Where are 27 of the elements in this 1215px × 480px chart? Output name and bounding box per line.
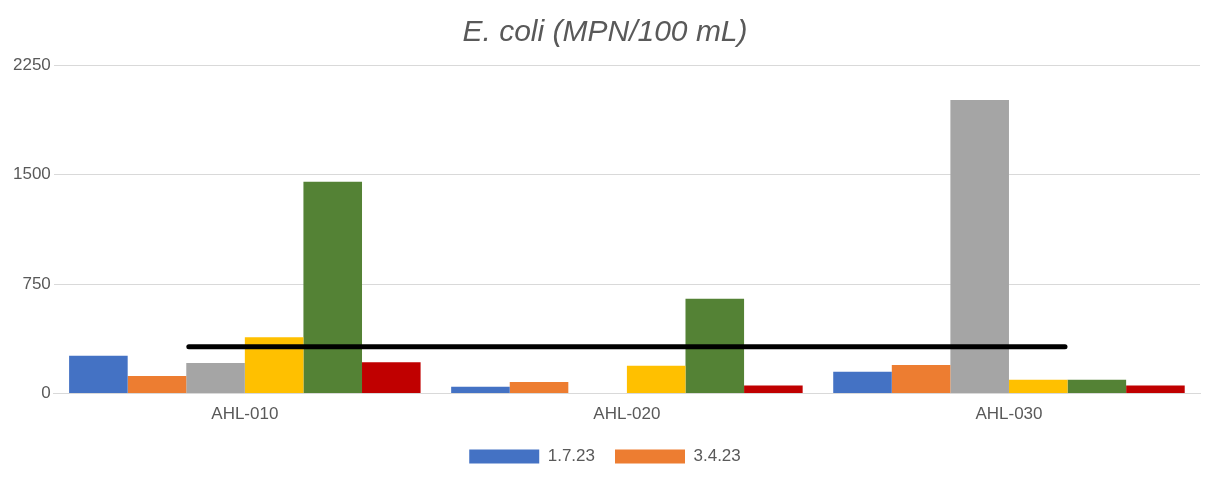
bar: [303, 181, 363, 394]
bar: [833, 371, 892, 394]
y-tick-label: 2250: [12, 54, 51, 74]
bar: [186, 362, 245, 394]
y-tick-label: 1500: [12, 164, 51, 184]
x-tick-label: AHL-010: [211, 404, 279, 424]
bar: [1067, 379, 1127, 394]
bar: [509, 381, 569, 394]
x-tick-label: AHL-020: [593, 404, 661, 424]
bar: [891, 365, 951, 394]
y-tick-label: 0: [41, 383, 51, 403]
bar: [626, 365, 686, 394]
bar: [1126, 385, 1185, 394]
bar: [362, 362, 421, 394]
bar: [451, 386, 510, 394]
bar: [244, 337, 304, 394]
y-tick-label: 750: [22, 273, 51, 293]
bar: [1008, 379, 1068, 394]
chart-title: E. coli (MPN/100 mL): [462, 14, 748, 48]
bar: [685, 298, 745, 394]
bar: [744, 385, 803, 394]
bar: [127, 376, 187, 394]
bar: [69, 355, 128, 394]
legend-label: 1.7.23: [547, 446, 595, 466]
bar: [950, 100, 1009, 394]
x-tick-label: AHL-030: [975, 404, 1043, 424]
legend-label: 3.4.23: [693, 446, 741, 466]
